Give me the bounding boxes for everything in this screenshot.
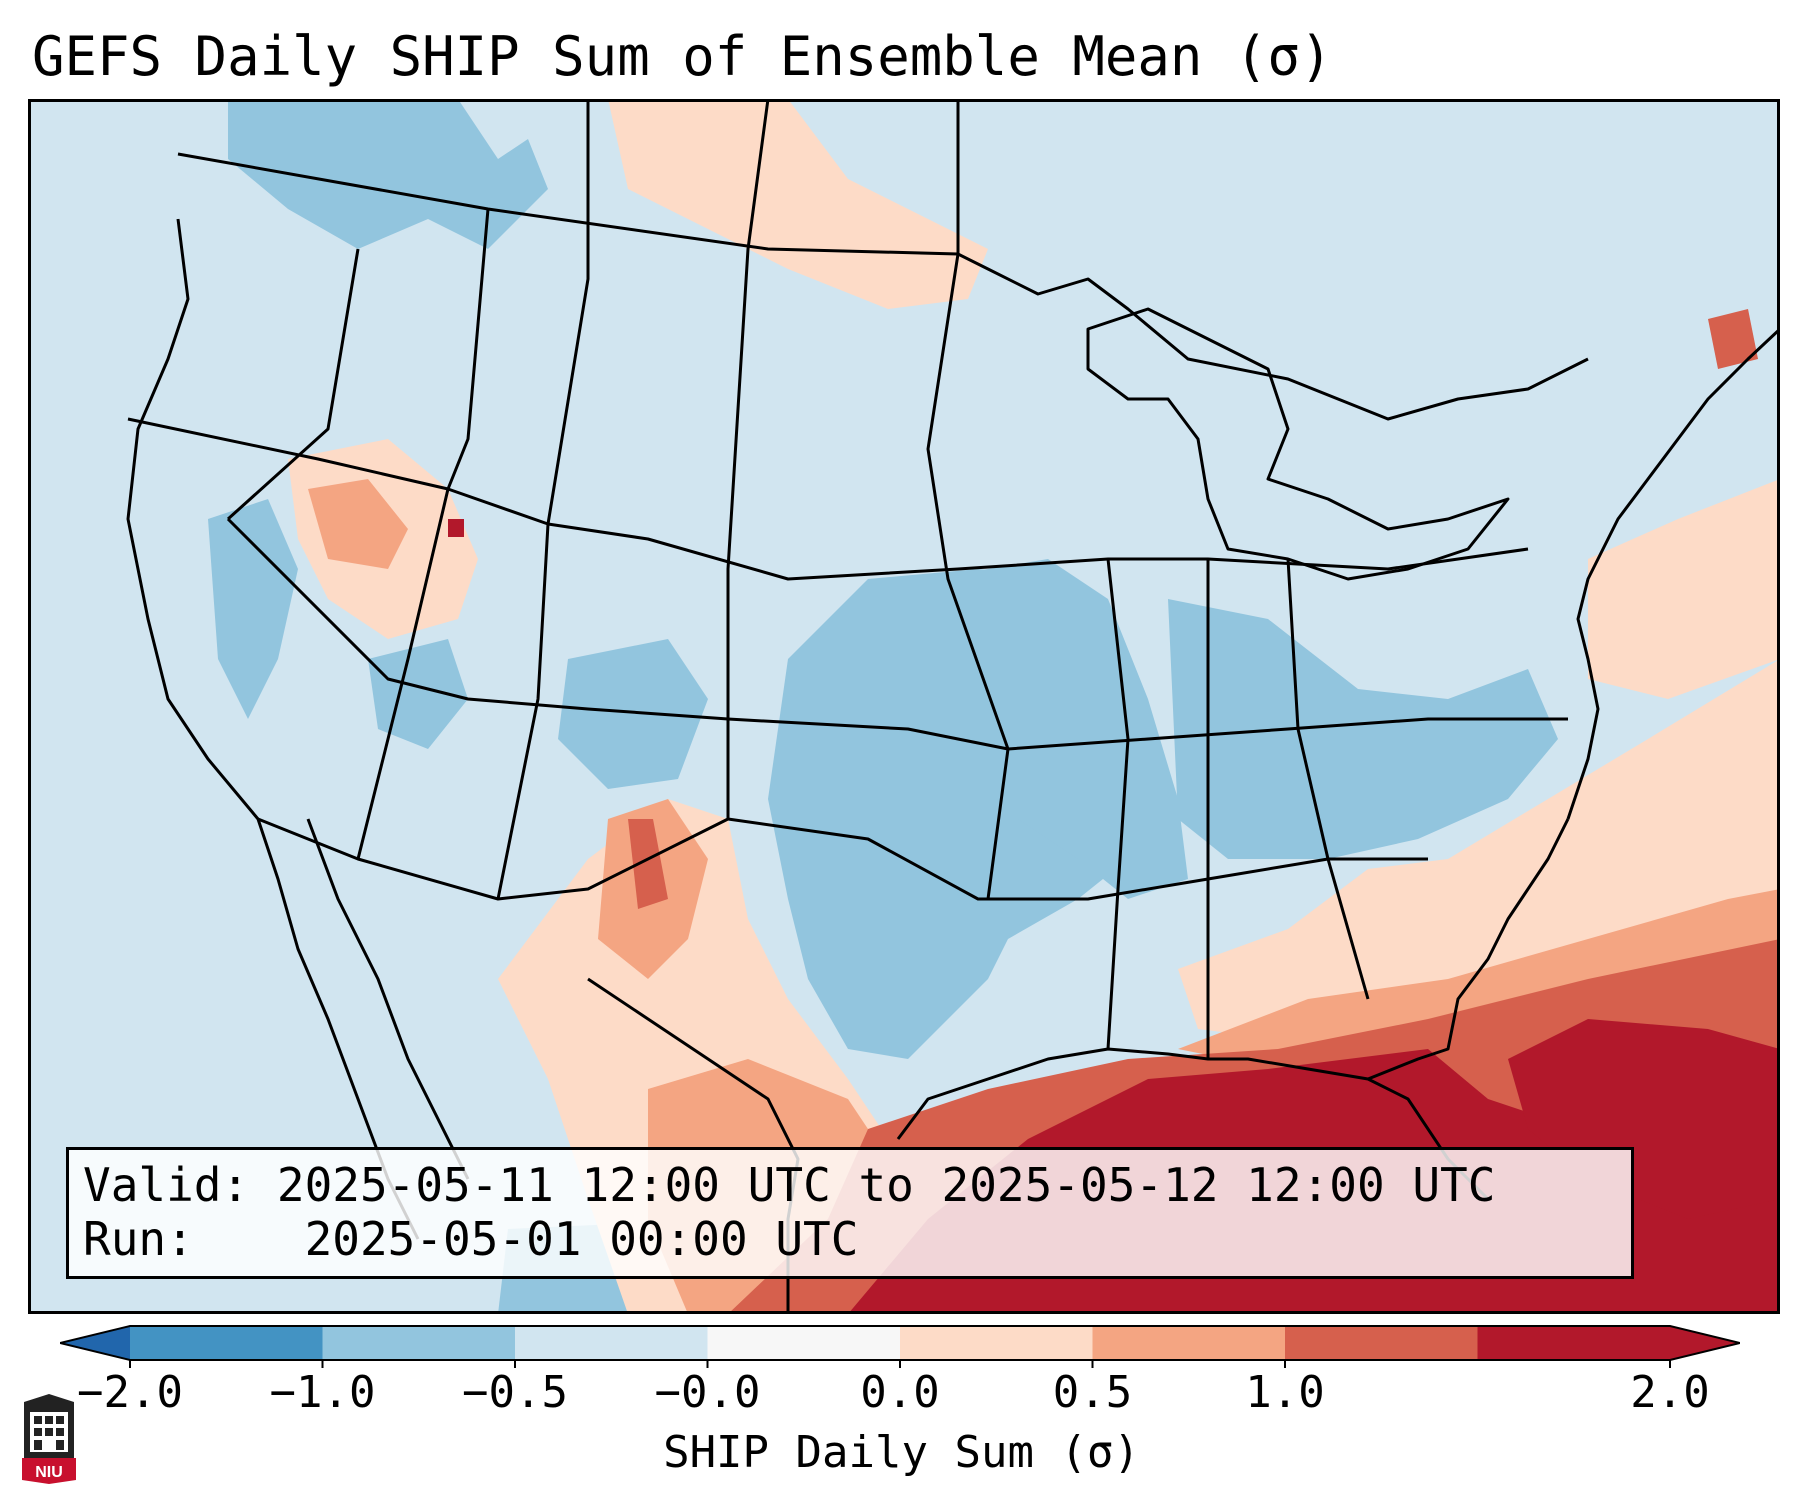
map-panel (28, 99, 1780, 1314)
run-label: Run: (83, 1212, 194, 1266)
colorbar (60, 1325, 1740, 1368)
info-box: Valid: 2025-05-11 12:00 UTC to 2025-05-1… (66, 1147, 1634, 1279)
colorbar-tick-label: 0.5 (1052, 1367, 1133, 1418)
valid-value: 2025-05-11 12:00 UTC to 2025-05-12 12:00… (276, 1158, 1496, 1212)
colorbar-tick-label: −0.0 (654, 1367, 761, 1418)
colorbar-segment (1285, 1326, 1478, 1360)
anomaly-region-idaho-medium (308, 479, 408, 569)
colorbar-segment (900, 1326, 1093, 1360)
colorbar-tick-label: 2.0 (1630, 1367, 1710, 1418)
colorbar-tick-label: −2.0 (77, 1367, 183, 1418)
colorbar-tick-label: −1.0 (269, 1367, 376, 1418)
colorbar-tick-label: 1.0 (1245, 1367, 1325, 1418)
colorbar-extend-low (60, 1326, 130, 1360)
state-lines-vertical-8 (1286, 558, 1370, 1000)
colorbar-segment (322, 1326, 516, 1360)
colorbar-segment (1477, 1326, 1671, 1360)
colorbar-extend-high (1670, 1326, 1740, 1360)
state-lines-vertical-2 (356, 208, 490, 860)
colorbar-segment (707, 1326, 901, 1360)
colorbar-segment (1092, 1326, 1286, 1360)
niu-logo: NIU (22, 1394, 76, 1484)
anomaly-region-northwest-blue (228, 99, 548, 249)
state-lines-north (127, 417, 1529, 581)
anomaly-region-northern-plains-light (608, 99, 988, 309)
state-lines-vertical-3 (496, 99, 590, 900)
state-lines-south (257, 817, 1428, 901)
anomaly-region-northeast-spot (1708, 309, 1758, 369)
anomaly-region-colorado-blue (558, 639, 708, 789)
anomaly-region-ohio-valley-blue (1168, 599, 1558, 859)
colorbar-label: SHIP Daily Sum (σ) (663, 1427, 1140, 1478)
valid-label: Valid: (83, 1158, 250, 1212)
west-coastline (126, 218, 420, 1240)
state-lines-middle (226, 517, 1568, 751)
state-lines-vertical-4 (726, 99, 770, 819)
anomaly-region-southeast-medium (1178, 889, 1780, 1059)
colorbar-segment (130, 1326, 323, 1360)
niu-logo-text: NIU (35, 1464, 63, 1481)
east-coastline (1566, 327, 1780, 820)
anomaly-region-utah-spot (448, 519, 464, 537)
us-canada-border (177, 152, 1589, 421)
state-lines-vertical-5 (926, 99, 1010, 900)
state-lines-vertical-1 (226, 248, 360, 521)
anomaly-map (28, 99, 1780, 1314)
anomaly-region-atlantic-light (1588, 479, 1780, 699)
colorbar-tick-label: 0.0 (860, 1367, 940, 1418)
florida-coastline (1367, 818, 1570, 1081)
valid-line: Valid: 2025-05-11 12:00 UTC to 2025-05-1… (83, 1158, 1617, 1212)
colorbar-tick-label: −0.5 (462, 1367, 568, 1418)
map-boundaries (126, 99, 1780, 1314)
great-lakes-outline (1086, 307, 1510, 581)
anomaly-region-nm-spot (628, 819, 668, 909)
baja-coastline (306, 818, 470, 1180)
colorbar-segment (515, 1326, 708, 1360)
state-lines-vertical-6 (1106, 558, 1130, 1050)
run-line: Run: 2025-05-01 00:00 UTC (83, 1212, 1617, 1266)
run-value: 2025-05-01 00:00 UTC (304, 1212, 859, 1266)
anomaly-region-great-basin-blue (208, 499, 298, 719)
page-title: GEFS Daily SHIP Sum of Ensemble Mean (σ) (32, 25, 1333, 88)
